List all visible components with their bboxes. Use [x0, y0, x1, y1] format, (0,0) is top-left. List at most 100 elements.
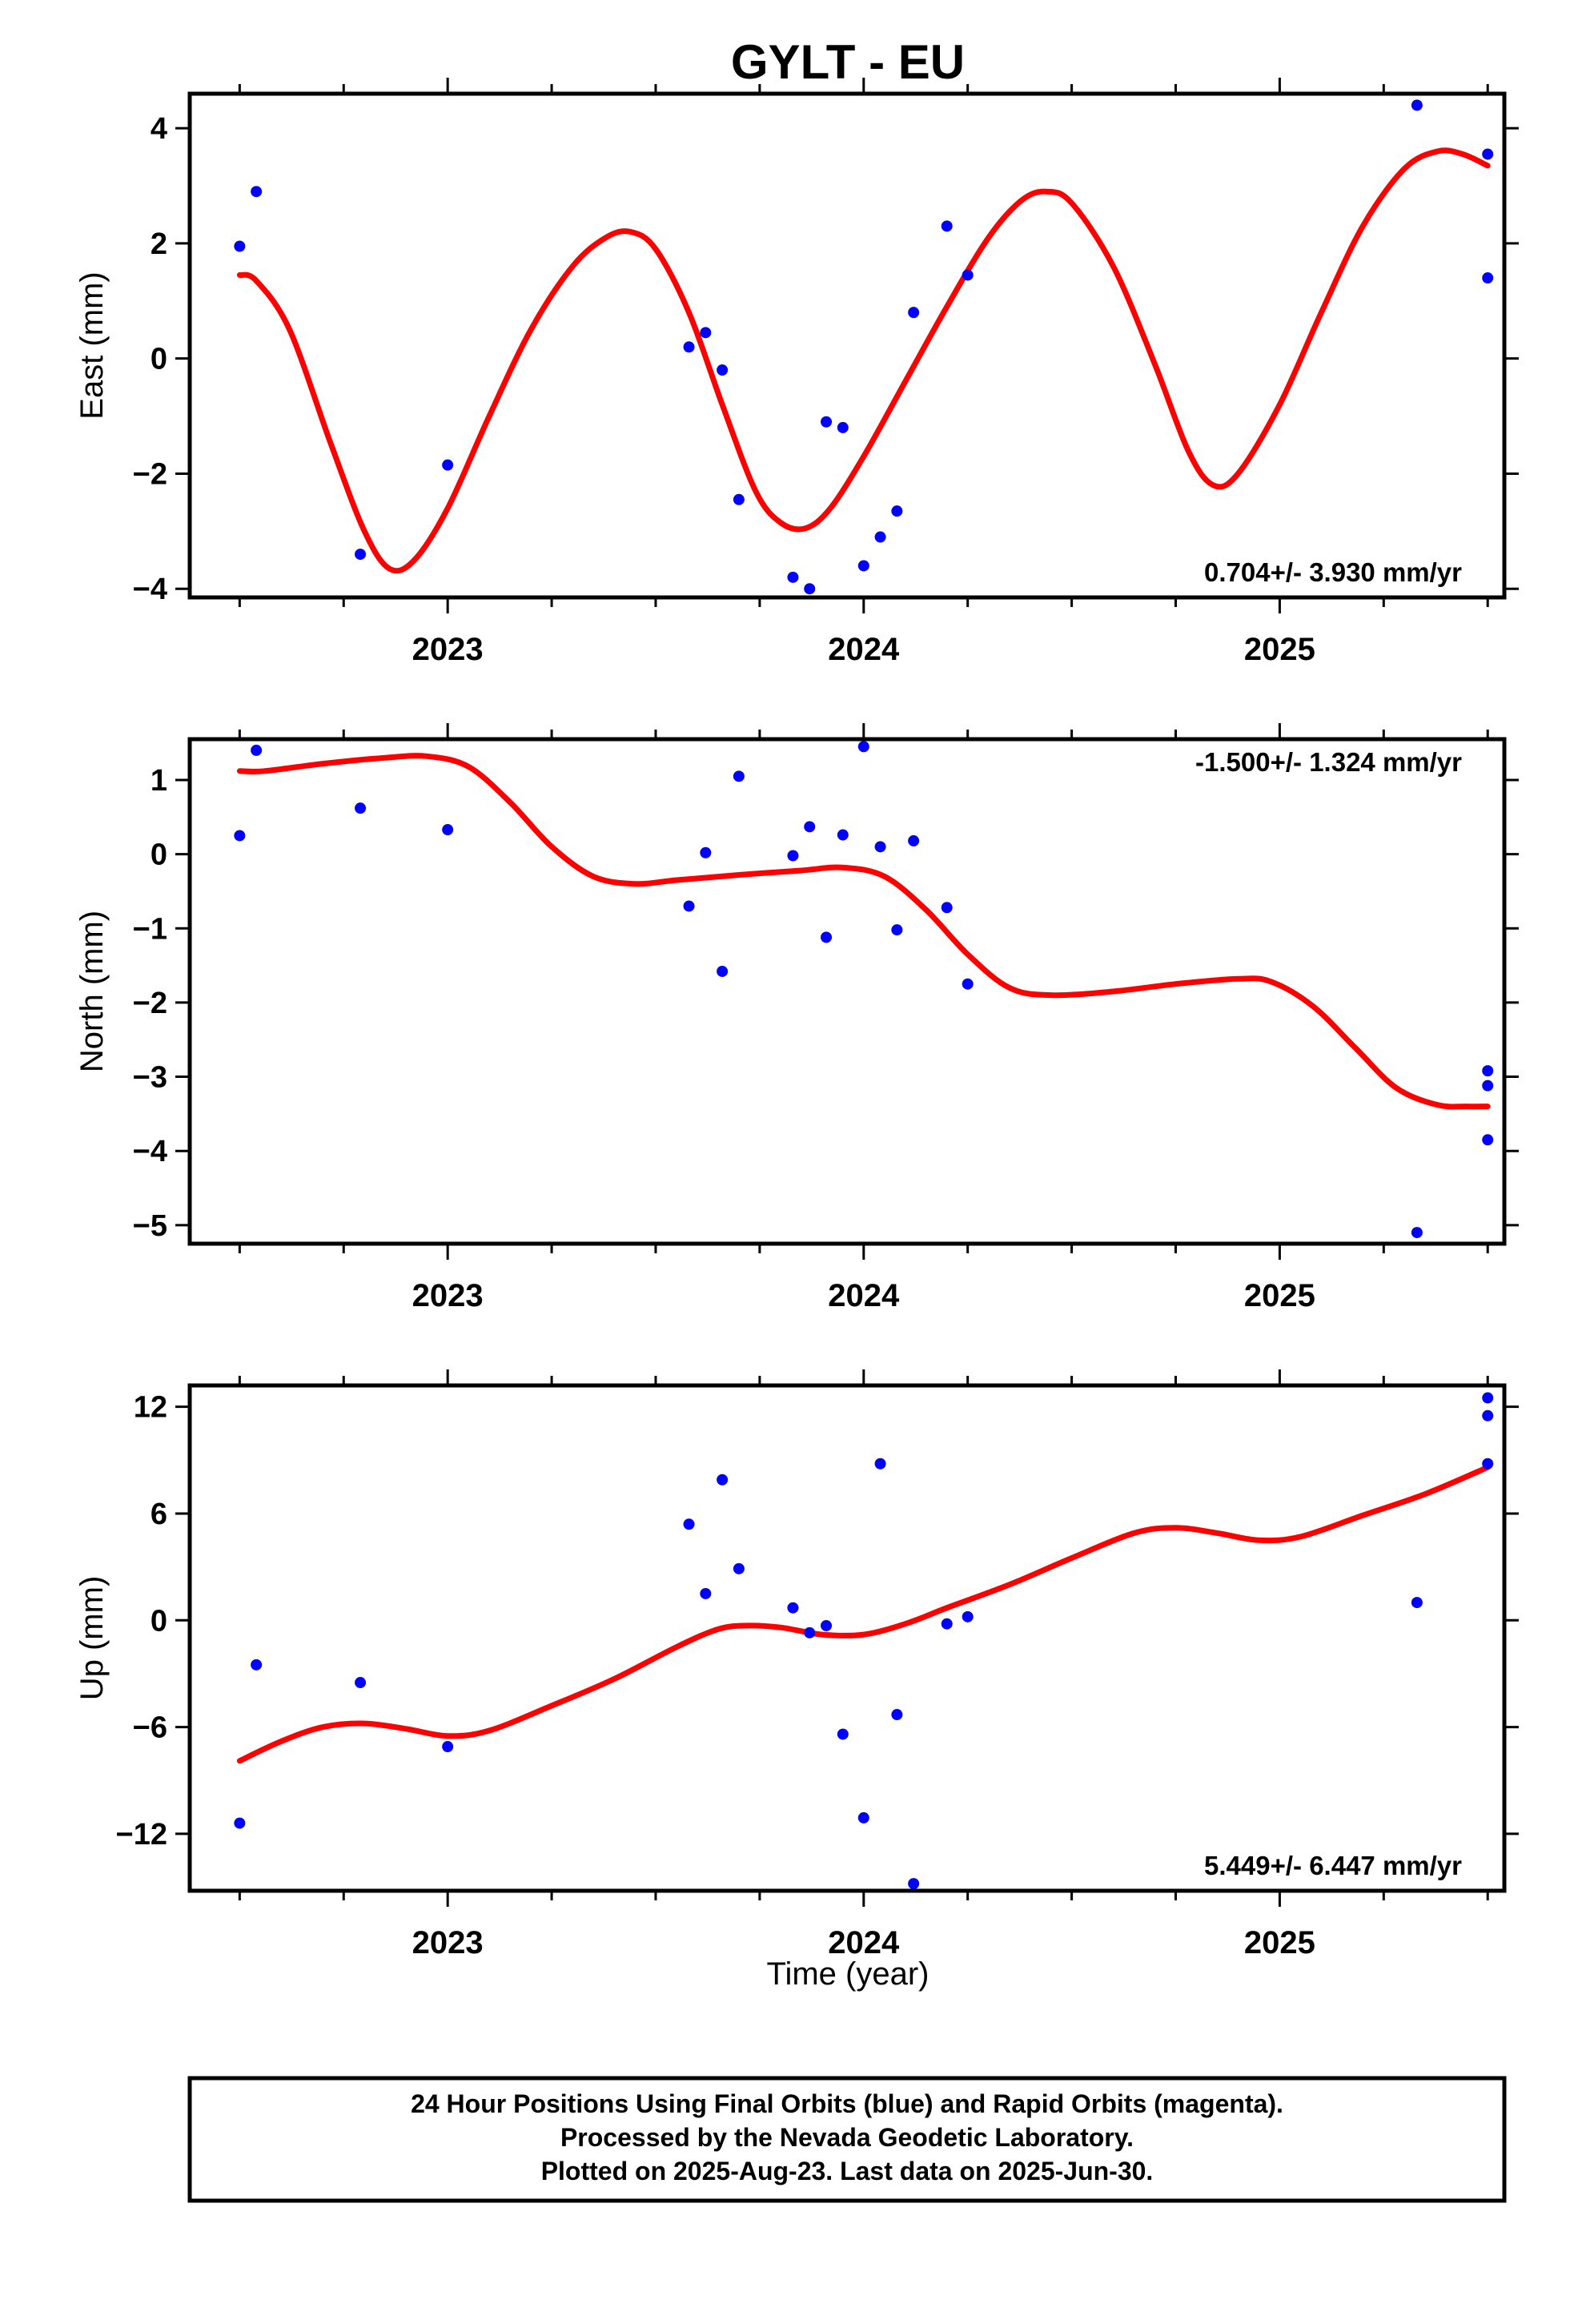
data-point [442, 459, 454, 471]
data-point [717, 965, 729, 977]
data-point [733, 1562, 745, 1574]
data-point [821, 931, 833, 943]
data-point [234, 830, 246, 842]
data-point [804, 583, 816, 595]
y-tick-label: −1 [133, 912, 167, 946]
footer-line-2: Processed by the Nevada Geodetic Laborat… [560, 2123, 1134, 2152]
data-point [355, 802, 367, 814]
y-axis-label: North (mm) [74, 911, 110, 1072]
data-point [857, 1811, 869, 1823]
data-point [251, 1659, 263, 1671]
data-point [733, 770, 745, 782]
data-point [1482, 148, 1494, 160]
data-point [891, 924, 903, 936]
data-point [787, 850, 799, 862]
footer-frame [187, 2076, 1507, 2203]
data-point [891, 505, 903, 517]
y-axis-label: East (mm) [74, 271, 110, 419]
y-tick-label: −6 [133, 1711, 167, 1745]
data-point [821, 1619, 833, 1631]
up-panel: 2023 2024 2025 −12 −6 0 6 12 Up (mm) 5.449+/- 6.4… [74, 1369, 1519, 1960]
x-tick-label: 2024 [828, 632, 900, 667]
data-point [683, 341, 695, 353]
footer-line-3: Plotted on 2025-Aug-23. Last data on 202… [541, 2157, 1154, 2185]
data-point [355, 1677, 367, 1689]
x-tick-label: 2025 [1244, 632, 1315, 667]
data-point [837, 829, 849, 841]
data-point [700, 327, 712, 339]
data-point [941, 220, 953, 232]
data-point [962, 1610, 974, 1622]
data-point [787, 1602, 799, 1614]
data-point [874, 841, 886, 853]
x-tick-label: 2024 [828, 1925, 900, 1960]
footer-line-1: 24 Hour Positions Using Final Orbits (bl… [411, 2089, 1283, 2118]
x-tick-label: 2023 [412, 1925, 484, 1960]
y-tick-label: 0 [151, 838, 167, 872]
x-tick-label: 2025 [1244, 1925, 1315, 1960]
y-tick-label: 0 [151, 343, 167, 376]
data-point [700, 846, 712, 858]
data-point [234, 240, 246, 252]
plot-frame [187, 1383, 1507, 1893]
data-point [700, 1587, 712, 1599]
data-point [908, 1878, 920, 1890]
y-tick-label: 4 [151, 112, 167, 146]
trend-fit-line [236, 753, 1491, 1110]
y-tick-label: −2 [133, 987, 167, 1020]
data-point [1482, 1458, 1494, 1470]
data-point [804, 1626, 816, 1638]
data-point [442, 1741, 454, 1753]
x-tick-label: 2023 [412, 632, 484, 667]
data-point [891, 1709, 903, 1721]
y-tick-label: −3 [133, 1061, 167, 1095]
data-point [908, 307, 920, 319]
data-point [251, 186, 263, 198]
data-point [234, 1817, 246, 1829]
data-point [251, 744, 263, 756]
velocity-annotation: -1.500+/- 1.324 mm/yr [1195, 747, 1462, 777]
data-point [1411, 1227, 1423, 1239]
data-point [683, 1518, 695, 1530]
data-point [1482, 1065, 1494, 1077]
x-tick-label: 2024 [828, 1278, 900, 1313]
north-panel: 2023 2024 2025 −5 −4 −3 −2 −1 0 1 North (mm) -1.500… [74, 723, 1519, 1313]
y-tick-label: −4 [133, 573, 167, 606]
data-point [1482, 1134, 1494, 1146]
x-axis-label: Time (year) [767, 1956, 930, 1992]
data-point [1482, 1080, 1494, 1092]
data-point [442, 824, 454, 836]
data-point [857, 741, 869, 753]
data-point [941, 902, 953, 914]
trend-fit-line [236, 1464, 1491, 1764]
y-tick-label: −4 [133, 1135, 167, 1168]
data-point [787, 571, 799, 583]
data-point [837, 1728, 849, 1740]
data-point [1482, 1392, 1494, 1404]
data-point [1411, 99, 1423, 111]
data-point [821, 416, 833, 428]
y-tick-label: 0 [151, 1604, 167, 1638]
east-panel: 2023 2024 2025 −4 −2 0 2 4 East (mm) 0.704+/- 3.9… [74, 78, 1519, 667]
data-point [837, 421, 849, 433]
data-point [962, 978, 974, 990]
data-point [1482, 272, 1494, 284]
y-tick-label: 1 [151, 764, 167, 798]
velocity-annotation: 5.449+/- 6.447 mm/yr [1204, 1851, 1462, 1880]
data-point [683, 900, 695, 912]
y-tick-label: 2 [151, 227, 167, 261]
velocity-annotation: 0.704+/- 3.930 mm/yr [1204, 557, 1462, 587]
data-point [355, 549, 367, 561]
chart-title: GYLT - EU [731, 35, 965, 89]
data-point [717, 1474, 729, 1486]
plot-frame [187, 91, 1507, 600]
y-tick-label: −2 [133, 457, 167, 491]
y-axis-label: Up (mm) [74, 1576, 110, 1701]
x-tick-label: 2025 [1244, 1278, 1315, 1313]
data-point [804, 821, 816, 833]
y-tick-label: −5 [133, 1209, 167, 1243]
x-tick-label: 2023 [412, 1278, 484, 1313]
data-point [874, 531, 886, 543]
data-point [1482, 1409, 1494, 1421]
